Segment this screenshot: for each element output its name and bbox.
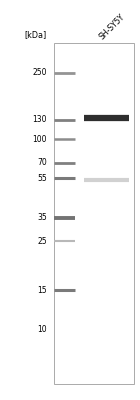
Text: 70: 70: [37, 158, 47, 167]
Text: 10: 10: [37, 325, 47, 334]
Text: 15: 15: [37, 286, 47, 295]
Text: 100: 100: [32, 135, 47, 144]
Text: 25: 25: [37, 237, 47, 246]
Text: 35: 35: [37, 213, 47, 222]
Text: 130: 130: [32, 115, 47, 124]
Bar: [53, 43, 135, 384]
Text: SH-SY5Y: SH-SY5Y: [97, 12, 126, 41]
Text: 55: 55: [37, 174, 47, 183]
Text: 250: 250: [32, 68, 47, 77]
Text: [kDa]: [kDa]: [24, 30, 47, 39]
